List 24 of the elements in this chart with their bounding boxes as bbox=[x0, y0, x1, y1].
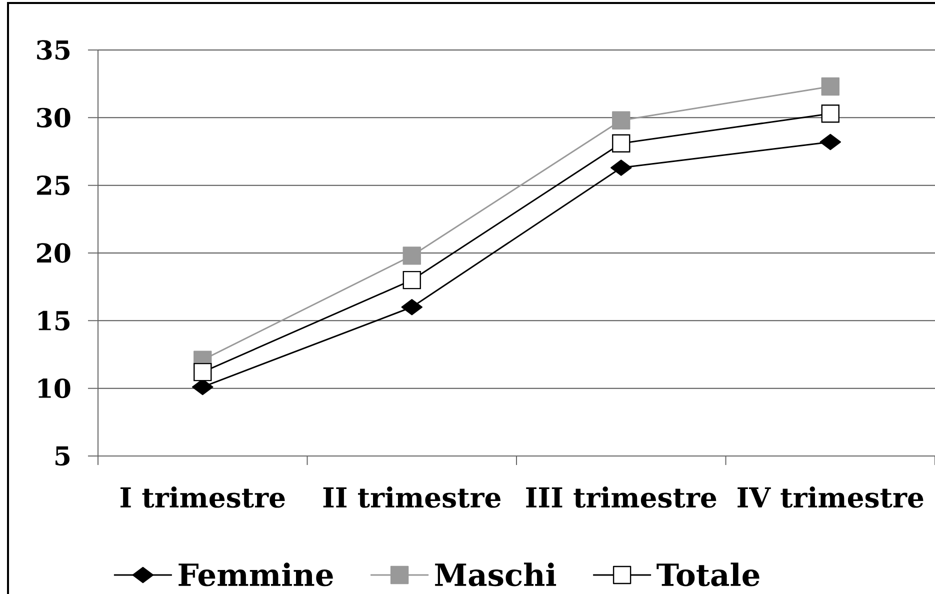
legend-label: Maschi bbox=[435, 562, 556, 586]
legend-label: Femmine bbox=[178, 562, 333, 586]
x-tick-label: II trimestre bbox=[323, 486, 500, 508]
x-tick-label: IV trimestre bbox=[738, 486, 924, 508]
point bbox=[194, 362, 212, 382]
y-tick-label: 10 bbox=[38, 378, 70, 398]
point bbox=[610, 160, 632, 176]
y-tick-label: 35 bbox=[37, 40, 70, 60]
point bbox=[821, 77, 840, 96]
y-tick-label: 30 bbox=[37, 108, 70, 128]
point bbox=[402, 246, 421, 265]
y-tick-label: 20 bbox=[37, 243, 70, 263]
x-tick-label: III trimestre bbox=[526, 486, 716, 508]
y-tick-label: 25 bbox=[37, 175, 70, 196]
y-tick-label: 5 bbox=[56, 446, 70, 466]
point bbox=[820, 134, 841, 150]
point bbox=[402, 270, 421, 290]
point bbox=[821, 104, 840, 123]
y-tick-label: 15 bbox=[38, 310, 70, 330]
point bbox=[612, 111, 630, 130]
point bbox=[401, 299, 422, 316]
x-tick-label: I trimestre bbox=[120, 486, 285, 508]
point bbox=[612, 134, 630, 152]
legend-label: Totale bbox=[656, 562, 760, 586]
